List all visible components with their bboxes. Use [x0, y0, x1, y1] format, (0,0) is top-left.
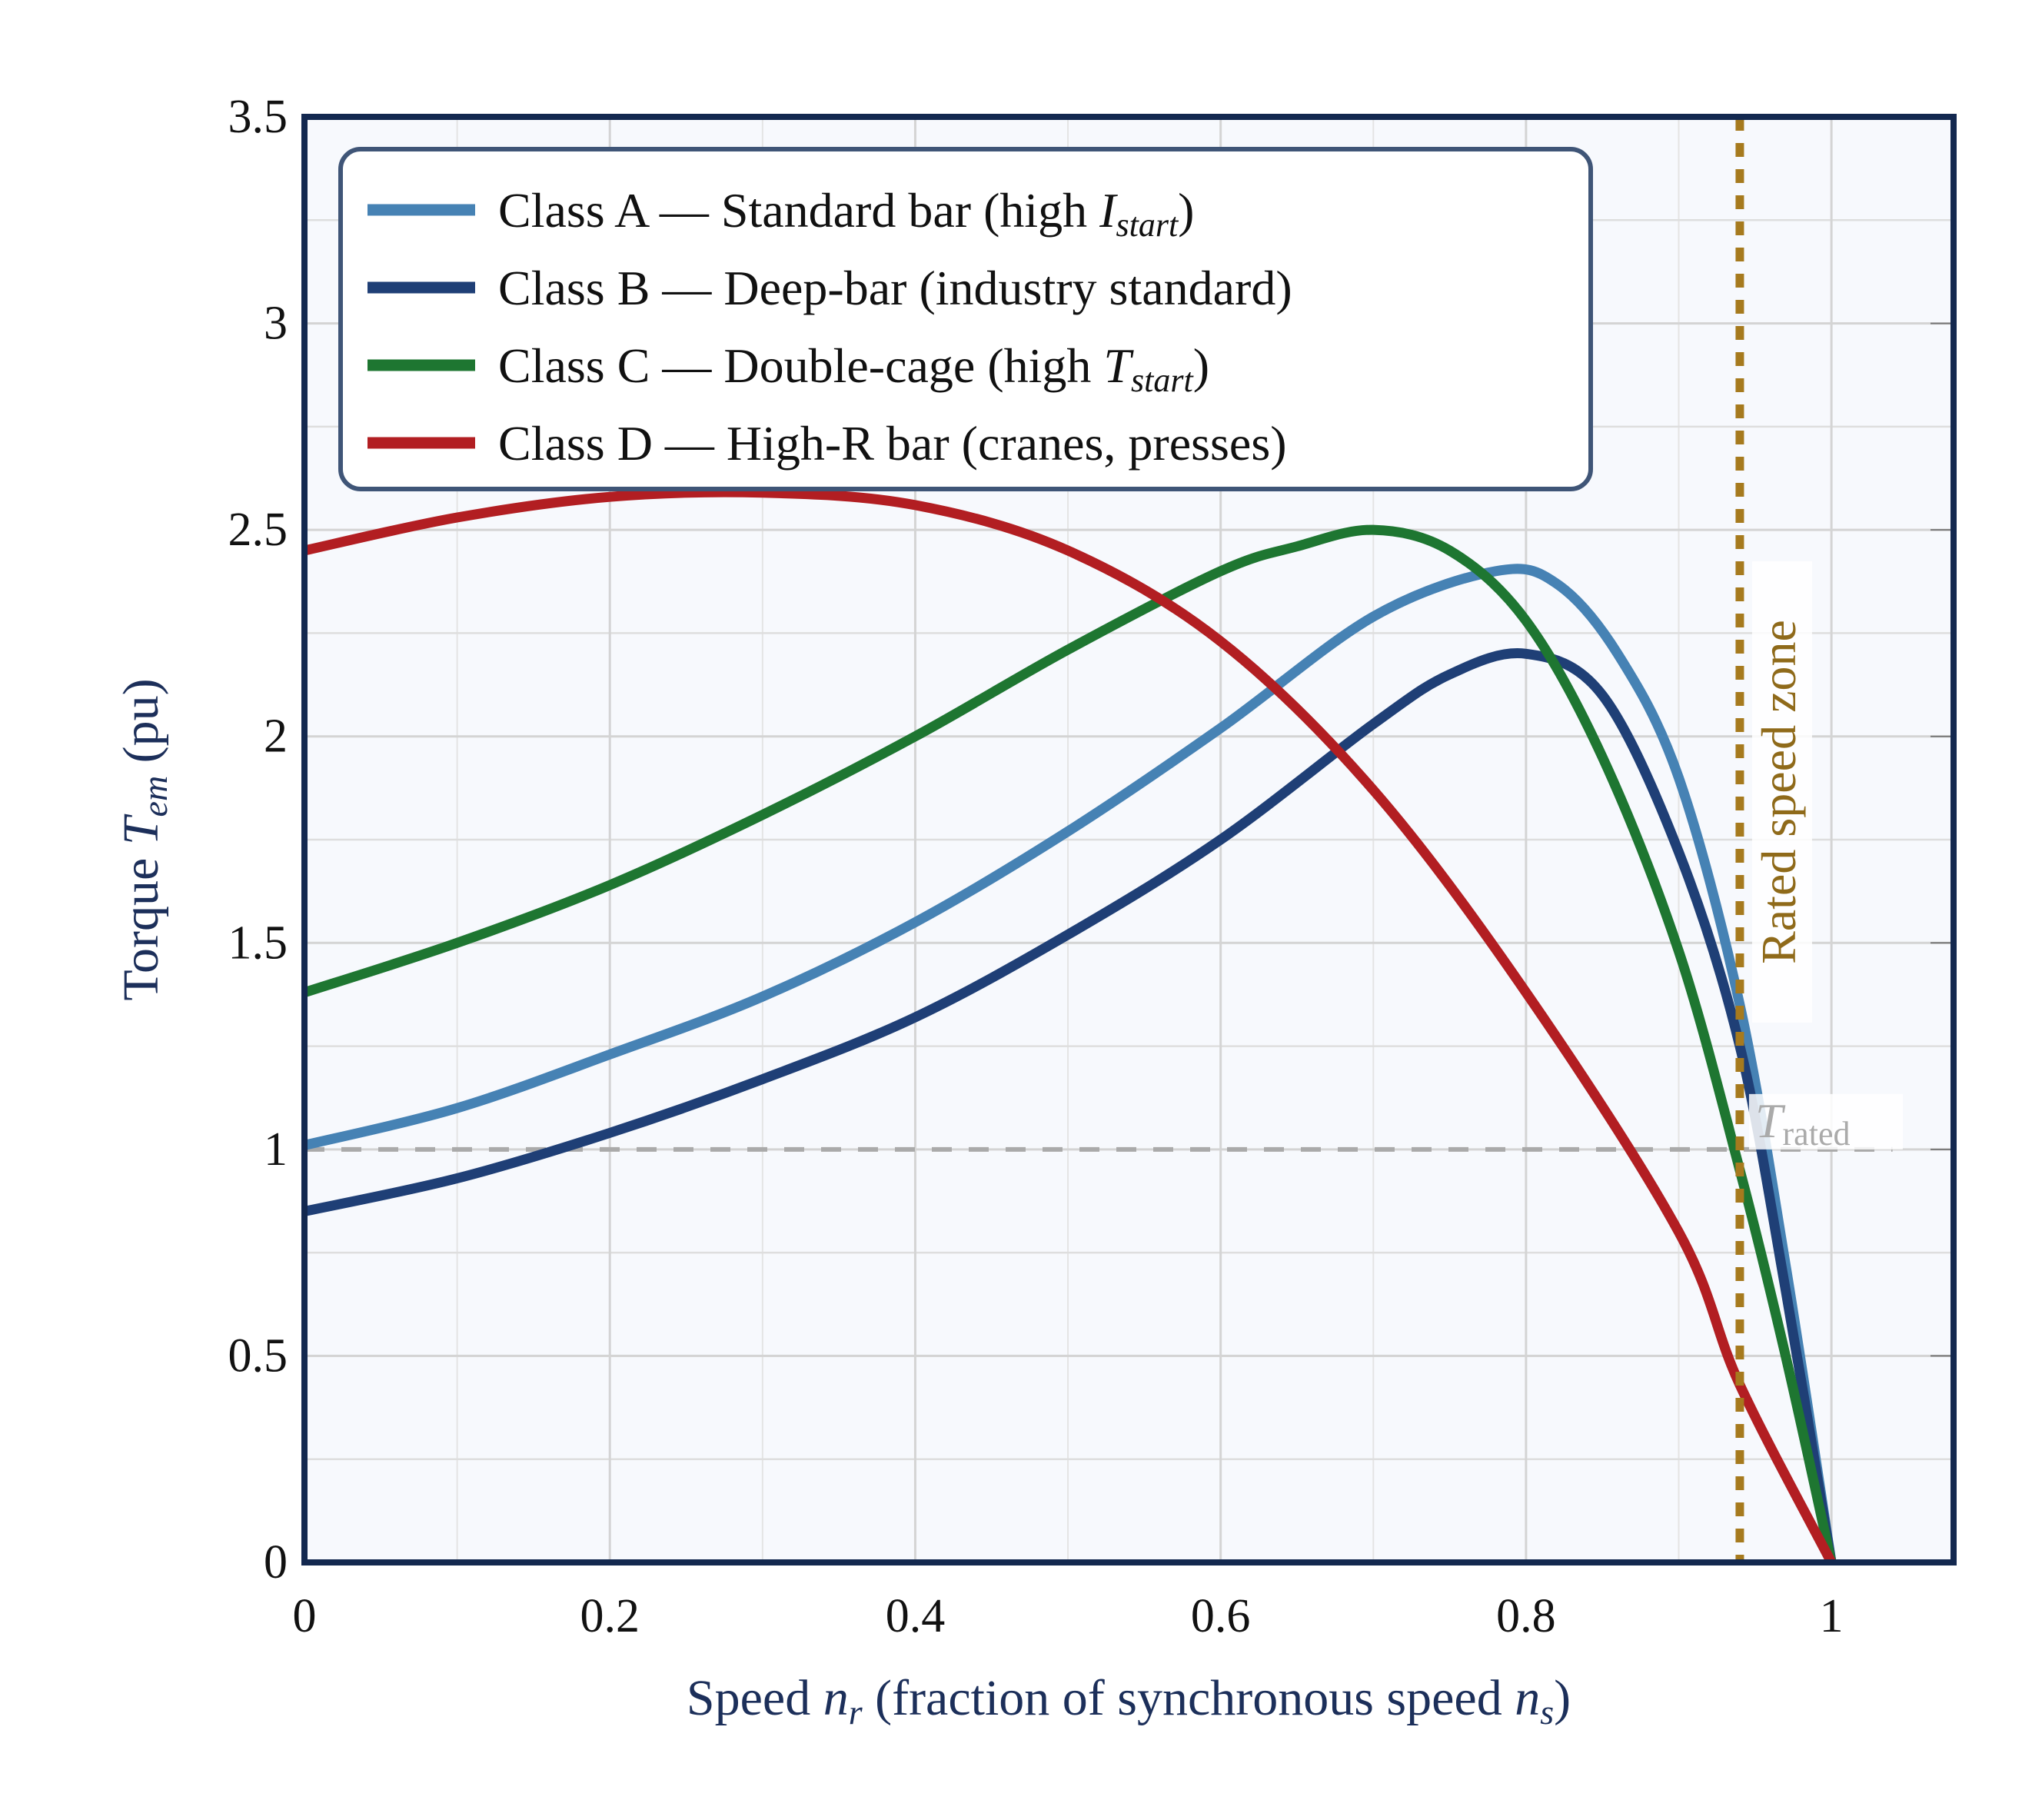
y-tick-label: 1.5: [228, 917, 288, 969]
y-tick-label: 0: [264, 1536, 288, 1589]
series-line-class-a: [303, 564, 1837, 1563]
x-tick-label: 0.4: [886, 1590, 946, 1642]
x-tick-label: 0.2: [580, 1590, 640, 1642]
x-tick-label: 0: [293, 1590, 317, 1642]
rated-torque-subscript: rated: [1783, 1115, 1851, 1153]
x-tick-label: 0.6: [1191, 1590, 1251, 1642]
plot-frame: [301, 114, 1957, 1565]
x-axis-label: Speed nr (fraction of synchronous speed …: [687, 1670, 1571, 1732]
rated-torque-symbol: T: [1755, 1093, 1786, 1148]
legend-label: Class C — Double-cage (high Tstart): [498, 338, 1209, 399]
rated-speed-label-text: Rated speed zone: [1751, 620, 1806, 964]
y-tick-label: 3.5: [228, 91, 288, 143]
legend-label: Class B — Deep-bar (industry standard): [498, 261, 1292, 315]
legend-label: Class D — High-R bar (cranes, presses): [498, 416, 1287, 471]
x-tick-label: 1: [1820, 1590, 1844, 1642]
rated-speed-label: Rated speed zone: [1751, 561, 1812, 1023]
y-tick-label: 0.5: [228, 1329, 288, 1382]
svg-text:Trated: Trated: [1755, 1093, 1851, 1153]
series-line-class-d: [303, 487, 1836, 1565]
y-axis-label: Torque Tem (pu): [113, 678, 175, 1000]
ticks: 0 0.2 0.4 0.6 0.8 1 0 0.5 1 1.5 2 2.5 3 3.5: [228, 91, 1844, 1642]
legend: Class A — Standard bar (high Istart) Clas…: [338, 147, 1593, 491]
x-tick-label: 0.8: [1496, 1590, 1556, 1642]
legend-box: [338, 147, 1593, 491]
series-line-class-c: [302, 524, 1837, 1564]
y-tick-label: 3: [264, 298, 288, 350]
curves: [302, 487, 1837, 1565]
series-line-class-b: [303, 648, 1837, 1564]
y-tick-label: 1: [264, 1123, 288, 1176]
legend-label: Class A — Standard bar (high Istart): [498, 183, 1194, 244]
y-tick-label: 2.5: [228, 504, 288, 556]
rated-torque-label: Trated: [1748, 1093, 1903, 1153]
y-tick-label: 2: [264, 710, 288, 763]
